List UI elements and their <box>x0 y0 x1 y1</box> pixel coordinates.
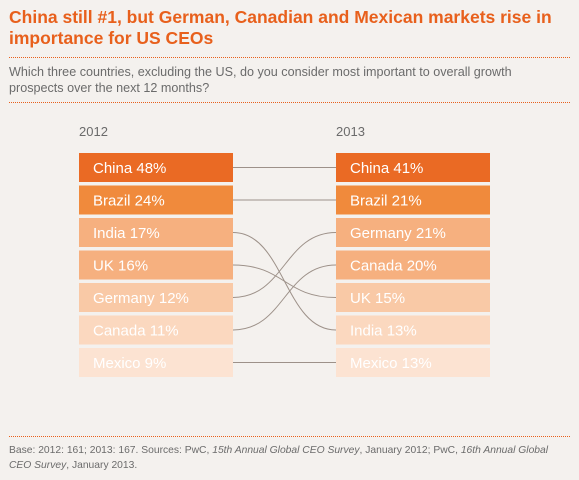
footnote-survey-2012: 15th Annual Global CEO Survey <box>212 445 360 456</box>
rank-label-2013-china: China 41% <box>350 160 423 177</box>
year-label-2012: 2012 <box>79 124 108 139</box>
rank-box-2012-canada <box>79 315 233 345</box>
rank-label-2013-canada: Canada 20% <box>350 258 437 275</box>
rank-label-2012-uk: UK 16% <box>93 258 148 275</box>
footnote-date-2013: , January 2013. <box>66 460 138 471</box>
rank-connectors <box>232 166 337 363</box>
title-divider <box>9 57 570 58</box>
rank-box-2012-mexico <box>79 348 233 377</box>
year-label-2013: 2013 <box>336 124 365 139</box>
rank-box-2012-brazil <box>79 185 233 215</box>
rank-label-2012-germany: Germany 12% <box>93 290 189 307</box>
footnote-base: Base: 2012: 161; 2013: 167. Sources: PwC… <box>9 445 213 456</box>
rank-label-2012-china: China 48% <box>93 160 166 177</box>
rank-box-2013-canada <box>336 250 490 280</box>
rank-box-2012-china <box>79 153 233 182</box>
rank-box-2013-china <box>336 153 490 182</box>
rank-box-2013-mexico <box>336 348 490 377</box>
rank-box-2013-germany <box>336 218 490 247</box>
footnote-date-2012: , January 2012; PwC, <box>359 445 461 456</box>
rank-label-2013-mexico: Mexico 13% <box>350 355 432 372</box>
rank-label-2013-brazil: Brazil 21% <box>350 193 422 210</box>
connector-germany <box>232 232 337 298</box>
footnote-divider <box>9 436 570 437</box>
rank-label-2012-brazil: Brazil 24% <box>93 193 165 210</box>
rank-box-2012-india <box>79 218 233 247</box>
rank-box-2013-india <box>336 315 490 345</box>
rank-label-2012-mexico: Mexico 9% <box>93 355 166 372</box>
subtitle-divider <box>9 102 570 103</box>
rank-box-2013-uk <box>336 283 490 312</box>
chart-subtitle: Which three countries, excluding the US,… <box>9 65 512 95</box>
rank-label-2013-india: India 13% <box>350 323 417 340</box>
rank-boxes: China 48% Brazil 24% India 17% UK 16% German… <box>79 153 490 377</box>
connector-canada <box>232 264 337 331</box>
connector-uk <box>232 264 337 298</box>
rank-label-2012-india: India 17% <box>93 225 160 242</box>
rank-box-2012-germany <box>79 283 233 312</box>
rank-box-2012-uk <box>79 250 233 280</box>
chart-title: China still #1, but German, Canadian and… <box>9 7 552 48</box>
rank-box-2013-brazil <box>336 185 490 215</box>
footnote-survey-2013: 16th Annual Global CEO Survey <box>9 445 549 471</box>
rank-label-2013-uk: UK 15% <box>350 290 405 307</box>
source-footnote: Base: 2012: 161; 2013: 167. Sources: PwC… <box>9 443 571 473</box>
rank-label-2012-canada: Canada 11% <box>93 323 179 340</box>
rank-label-2013-germany: Germany 21% <box>350 225 446 242</box>
